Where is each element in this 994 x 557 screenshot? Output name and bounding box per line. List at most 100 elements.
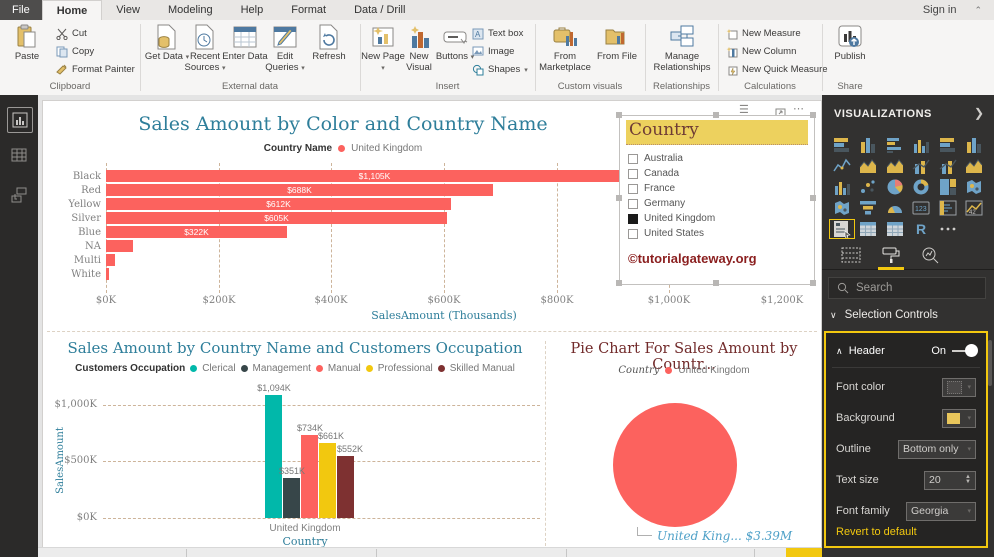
cut-button[interactable]: Cut [56,26,87,41]
tab-data-drill[interactable]: Data / Drill [340,0,419,20]
tab-file[interactable]: File [0,0,42,20]
slicer-header[interactable]: Country [626,120,808,145]
text-box-button[interactable]: A Text box [472,26,523,41]
area-chart-icon[interactable] [856,156,882,176]
edit-queries-button[interactable]: Edit Queries ▾ [262,24,308,74]
more-options-icon[interactable]: ⋯ [793,102,804,115]
ribbon-chart-icon[interactable] [962,156,988,176]
text-size-stepper[interactable]: 20 ▲▼ [924,471,976,490]
bar-black[interactable]: $1,105K [106,170,643,182]
tab-modeling[interactable]: Modeling [154,0,227,20]
map-icon[interactable] [962,177,988,197]
selection-controls-section[interactable]: ∨ Selection Controls [830,309,938,321]
paste-button[interactable]: Paste [4,24,50,63]
checkbox-icon[interactable] [628,199,638,209]
column-manual[interactable] [301,435,318,518]
slicer-icon[interactable] [829,219,855,239]
slicer-item-united-states[interactable]: United States [628,227,814,240]
checkbox-icon[interactable] [628,229,638,239]
report-page[interactable]: Sales Amount by Color and Country Name C… [42,100,822,549]
data-view-button[interactable] [7,143,31,167]
line-and-stacked-column-chart-icon[interactable] [909,156,935,176]
slicer-hamburger-icon[interactable]: ☰ [739,105,749,115]
pie-chart-icon[interactable] [882,177,908,197]
checkbox-icon[interactable] [628,184,638,194]
model-view-button[interactable] [7,183,31,207]
waterfall-chart-icon[interactable] [829,177,855,197]
column-management[interactable] [283,478,300,518]
slicer-item-united-kingdom[interactable]: United Kingdom [628,212,814,225]
matrix-icon[interactable] [882,219,908,239]
background-color-picker[interactable]: ▾ [942,409,976,428]
collapse-ribbon-chevron[interactable]: ⌃ [974,5,982,16]
horizontal-scrollbar[interactable] [38,547,822,557]
column-skilled-manual[interactable] [337,456,354,518]
donut-chart-icon[interactable] [909,177,935,197]
table-icon[interactable] [856,219,882,239]
scrollbar-thumb[interactable] [786,548,822,557]
r-script-visual-icon[interactable]: R [909,219,935,239]
bar-blue[interactable]: $322K [106,226,287,238]
new-quick-measure-button[interactable]: New Quick Measure [726,62,828,77]
panel-scrollbar[interactable] [988,340,992,386]
line-and-clustered-column-chart-icon[interactable] [935,156,961,176]
bar-chart-visual[interactable]: Sales Amount by Color and Country Name C… [43,101,643,329]
search-input[interactable]: Search [828,277,986,299]
filled-map-icon[interactable] [829,198,855,218]
tab-view[interactable]: View [102,0,154,20]
bar-yellow[interactable]: $612K [106,198,451,210]
from-marketplace-button[interactable]: From Marketplace [539,24,591,74]
image-button[interactable]: Image [472,44,514,59]
kpi-icon[interactable]: 42 [962,198,988,218]
header-on-toggle[interactable]: On [931,345,976,357]
outline-dropdown[interactable]: Bottom only▾ [898,440,976,459]
scatter-chart-icon[interactable] [856,177,882,197]
new-column-button[interactable]: New Column [726,44,796,59]
column-chart-visual[interactable]: Sales Amount by Country Name and Custome… [45,335,545,548]
tab-format[interactable]: Format [277,0,340,20]
slicer-item-australia[interactable]: Australia [628,152,814,165]
pie-slice-united-kingdom[interactable] [613,403,737,527]
format-tab[interactable] [878,243,904,267]
clustered-column-chart-icon[interactable] [909,135,935,155]
checkbox-icon[interactable] [628,154,638,164]
analytics-tab[interactable] [918,243,944,267]
slicer-item-france[interactable]: France [628,182,814,195]
stacked-bar-chart-icon[interactable] [829,135,855,155]
report-view-button[interactable] [7,107,33,133]
funnel-chart-icon[interactable] [856,198,882,218]
stacked-area-chart-icon[interactable] [882,156,908,176]
publish-button[interactable]: Publish [827,24,873,63]
bar-multi[interactable] [106,254,115,266]
checkbox-icon[interactable] [628,214,638,224]
tab-home[interactable]: Home [42,0,103,20]
treemap-icon[interactable] [935,177,961,197]
column-professional[interactable] [319,443,336,518]
slicer-item-germany[interactable]: Germany [628,197,814,210]
refresh-button[interactable]: Refresh [306,24,352,63]
clustered-bar-chart-icon[interactable] [882,135,908,155]
stacked-column-chart-icon[interactable] [856,135,882,155]
font-family-dropdown[interactable]: Georgia▾ [906,502,976,521]
100-stacked-column-chart-icon[interactable] [962,135,988,155]
card-icon[interactable]: 123 [909,198,935,218]
multi-row-card-icon[interactable] [935,198,961,218]
revert-to-default-link[interactable]: Revert to default [836,526,917,538]
gauge-icon[interactable] [882,198,908,218]
slicer-item-canada[interactable]: Canada [628,167,814,180]
stepper-arrows-icon[interactable]: ▲▼ [961,475,971,485]
fields-tab[interactable] [838,243,864,267]
shapes-button[interactable]: Shapes ▾ [472,62,528,77]
manage-relationships-button[interactable]: Manage Relationships [653,24,711,74]
100-stacked-bar-chart-icon[interactable] [935,135,961,155]
column-clerical[interactable] [265,395,282,518]
format-painter-button[interactable]: Format Painter [56,62,135,77]
slicer-visual[interactable]: ☰ ⋯ Country Australia Canada France Germ… [619,105,815,289]
checkbox-icon[interactable] [628,169,638,179]
bar-na[interactable] [106,240,133,252]
copy-button[interactable]: Copy [56,44,94,59]
bar-silver[interactable]: $605K [106,212,447,224]
font-color-picker[interactable]: ▾ [942,378,976,397]
from-file-button[interactable]: From File [595,24,639,63]
bar-white[interactable] [106,268,109,280]
